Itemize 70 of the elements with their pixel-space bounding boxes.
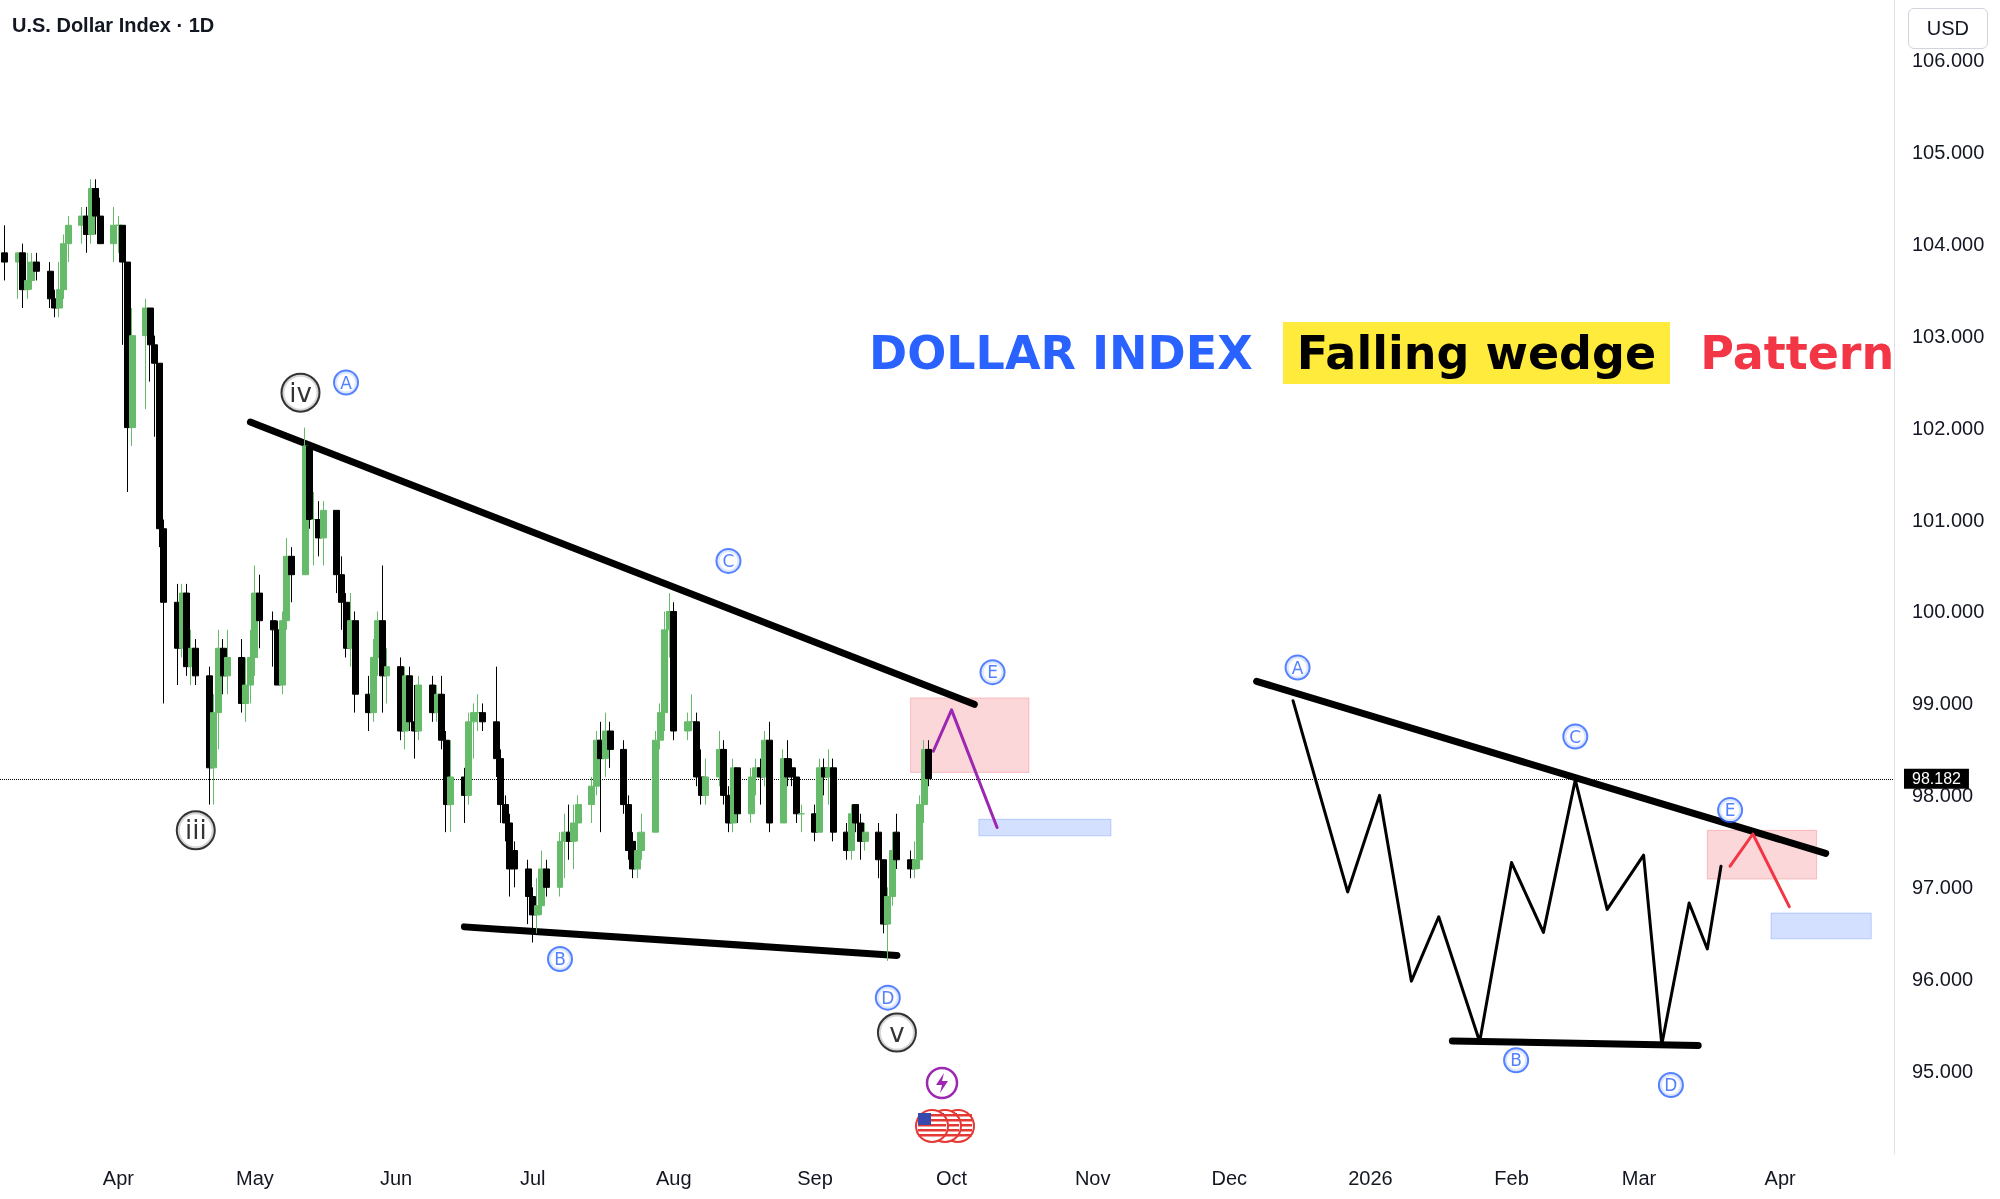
candlestick <box>288 546 295 603</box>
annotation: D <box>881 987 895 1008</box>
candlestick <box>670 601 677 741</box>
annotation: Falling wedge <box>1282 322 1671 384</box>
x-tick-label: Apr <box>102 1167 135 1189</box>
annotation: DOLLAR INDEX <box>868 325 1254 382</box>
candlestick <box>224 629 231 695</box>
candlestick <box>256 574 263 649</box>
x-tick-label: Apr <box>1764 1167 1797 1189</box>
x-tick-label: May <box>236 1167 274 1189</box>
annotation: B <box>554 949 566 970</box>
x-tick-label: Oct <box>935 1167 968 1189</box>
y-tick-label: 100.000 <box>1912 600 1985 623</box>
annotation: iii <box>184 815 207 846</box>
candlestick <box>19 243 26 309</box>
text: U.S. Dollar Index · 1D <box>12 14 215 37</box>
x-tick-label: Dec <box>1211 1167 1248 1189</box>
y-tick-label: 95.000 <box>1912 1060 1974 1083</box>
candlestick <box>816 758 823 833</box>
candlestick <box>479 702 486 732</box>
annotation: iv <box>289 377 312 408</box>
y-tick-label: 105.000 <box>1912 140 1985 163</box>
annotation: B <box>1510 1050 1522 1071</box>
candlestick <box>447 739 454 833</box>
y-tick-label: 99.000 <box>1912 692 1974 715</box>
candlestick <box>320 500 327 567</box>
y-tick-label: 106.000 <box>1912 48 1985 71</box>
annotation: E <box>1724 800 1736 821</box>
annotation: D <box>1664 1075 1678 1096</box>
candlestick <box>183 583 190 677</box>
candlestick <box>352 610 359 714</box>
x-tick-label: Aug <box>656 1167 692 1189</box>
candlestick <box>893 813 900 870</box>
candlestick <box>384 647 390 704</box>
candlestick <box>306 445 313 530</box>
candlestick <box>311 491 318 567</box>
candlestick <box>129 307 136 447</box>
candlestick <box>415 675 422 741</box>
x-tick-label: 2026 <box>1348 1167 1393 1189</box>
x-tick-label: Jun <box>379 1167 413 1189</box>
annotation: A <box>340 372 353 393</box>
y-tick-label: 101.000 <box>1912 508 1985 531</box>
x-tick-label: Sep <box>797 1167 833 1189</box>
candlestick <box>379 565 386 714</box>
candlestick <box>607 721 614 769</box>
annotation: Pattern <box>1699 325 1896 382</box>
x-tick-label: Jul <box>519 1167 546 1189</box>
x-tick-label: Mar <box>1621 1167 1657 1189</box>
candlestick <box>33 252 40 281</box>
candlestick <box>702 758 709 806</box>
annotation: C <box>722 550 735 571</box>
x-tick-label: Nov <box>1074 1167 1111 1189</box>
candlestick <box>543 859 550 898</box>
candlestick <box>862 822 869 852</box>
annotation: A <box>1291 657 1304 678</box>
text: USD <box>1907 8 1988 49</box>
y-tick-label: 103.000 <box>1912 324 1985 347</box>
candlestick <box>798 804 805 833</box>
annotation: v <box>889 1017 905 1048</box>
y-tick-label: 104.000 <box>1912 232 1985 255</box>
candlestick <box>1 224 8 281</box>
annotation: E <box>987 662 998 683</box>
candlestick <box>110 206 117 263</box>
y-tick-label: 96.000 <box>1912 968 1974 991</box>
y-tick-label: 102.000 <box>1912 416 1985 439</box>
y-tick-label: 97.000 <box>1912 876 1974 899</box>
annotation: C <box>1569 726 1582 747</box>
x-tick-label: Feb <box>1494 1167 1529 1189</box>
candlestick <box>192 638 199 686</box>
candlestick <box>24 252 31 300</box>
